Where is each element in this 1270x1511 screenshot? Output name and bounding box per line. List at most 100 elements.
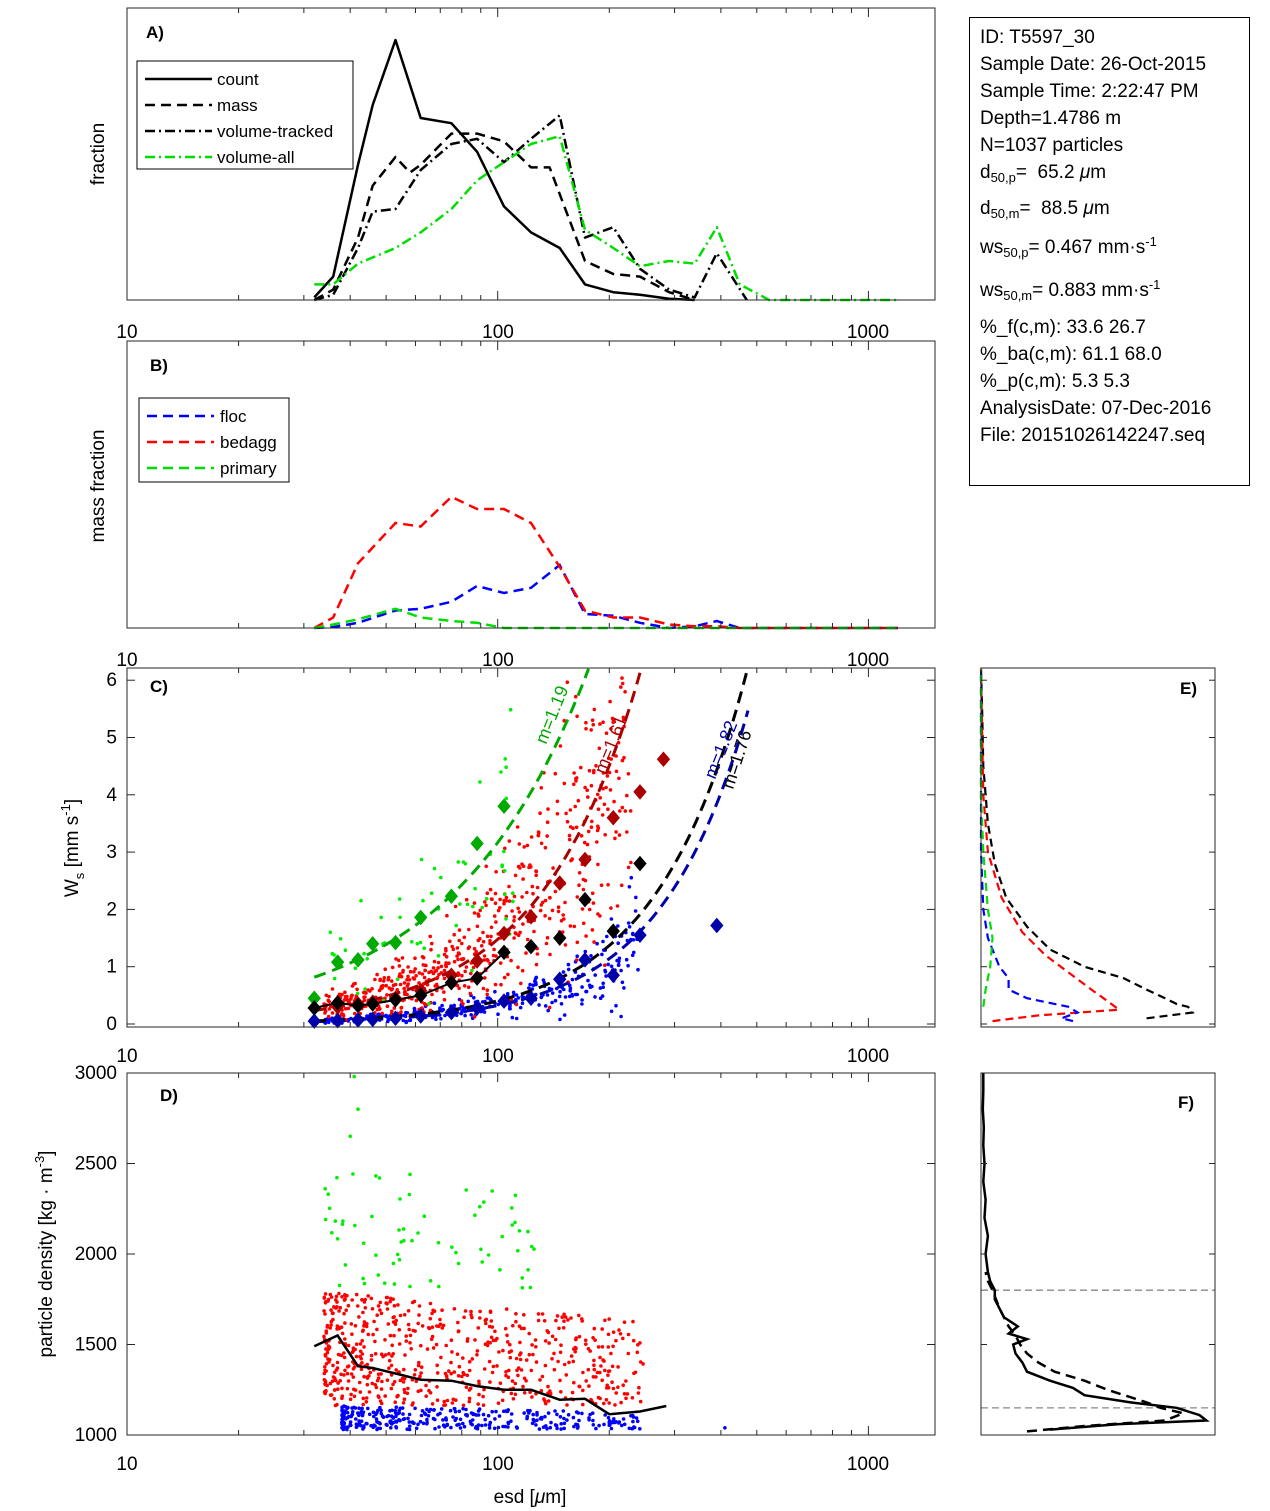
median-marker-floc bbox=[553, 971, 567, 988]
bedagg-point bbox=[450, 944, 455, 949]
bedagg-point bbox=[469, 971, 473, 976]
floc-point bbox=[375, 1420, 379, 1424]
bedagg-point bbox=[532, 929, 536, 934]
floc-point bbox=[449, 1425, 453, 1430]
bedagg-point bbox=[327, 1357, 332, 1362]
bedagg-point bbox=[373, 1339, 377, 1344]
bedagg-point bbox=[625, 793, 629, 798]
floc-point bbox=[466, 999, 471, 1004]
bedagg-point bbox=[483, 900, 487, 904]
floc-point bbox=[372, 1423, 376, 1427]
bedagg-point bbox=[338, 1379, 343, 1383]
bedagg-point bbox=[493, 982, 498, 987]
bedagg-point bbox=[467, 927, 471, 932]
floc-point bbox=[360, 1406, 364, 1411]
bedagg-point bbox=[572, 771, 576, 775]
bedagg-point bbox=[471, 965, 476, 970]
bedagg-point bbox=[456, 1329, 461, 1334]
bedagg-point bbox=[504, 1307, 509, 1311]
primary-point bbox=[355, 991, 360, 996]
floc-point bbox=[600, 952, 604, 957]
info-d50-m: d50,m= 88.5 μm bbox=[980, 198, 1110, 222]
bedagg-point bbox=[611, 720, 615, 725]
floc-point bbox=[425, 1417, 429, 1422]
bedagg-point bbox=[380, 1011, 385, 1016]
floc-point bbox=[598, 996, 603, 1000]
bedagg-point bbox=[516, 1373, 520, 1378]
primary-point bbox=[328, 930, 333, 935]
primary-point bbox=[513, 1193, 518, 1198]
bedagg-point bbox=[428, 1008, 433, 1013]
bedagg-point bbox=[390, 1354, 394, 1358]
bedagg-point bbox=[472, 911, 477, 915]
bedagg-point bbox=[581, 921, 586, 926]
bedagg-point bbox=[386, 1322, 391, 1326]
bedagg-point bbox=[451, 1397, 456, 1402]
bedagg-point bbox=[481, 939, 486, 944]
floc-point bbox=[490, 1409, 495, 1414]
bedagg-point bbox=[462, 935, 467, 940]
bedagg-point bbox=[336, 1387, 340, 1391]
floc-point bbox=[507, 1006, 512, 1011]
bedagg-point bbox=[518, 1357, 523, 1362]
bedagg-point bbox=[375, 1327, 379, 1332]
bedagg-point bbox=[504, 899, 509, 903]
bedagg-point bbox=[401, 1401, 406, 1405]
floc-point bbox=[571, 1415, 576, 1420]
bedagg-point bbox=[340, 1295, 344, 1299]
bedagg-point bbox=[614, 1338, 618, 1343]
bedagg-point bbox=[353, 981, 357, 986]
bedagg-point bbox=[370, 987, 374, 991]
median-marker-primary bbox=[330, 954, 345, 970]
floc-point bbox=[562, 987, 566, 992]
bedagg-point bbox=[456, 972, 461, 976]
bedagg-point bbox=[362, 1374, 366, 1379]
bedagg-point bbox=[539, 903, 544, 907]
bedagg-point bbox=[638, 1360, 643, 1364]
bedagg-point bbox=[411, 1328, 416, 1333]
bedagg-point bbox=[399, 1005, 404, 1010]
floc-point bbox=[562, 1416, 566, 1421]
info-file: File: 20151026142247.seq bbox=[980, 424, 1206, 446]
bedagg-point bbox=[624, 1396, 628, 1401]
floc-point bbox=[445, 1422, 450, 1427]
primary-point bbox=[502, 849, 506, 854]
panel-a-ylabel: fraction bbox=[88, 123, 109, 185]
bedagg-point bbox=[412, 1299, 417, 1304]
bedagg-point bbox=[396, 1393, 400, 1398]
bedagg-point bbox=[393, 1321, 398, 1325]
bedagg-point bbox=[422, 1001, 427, 1006]
bedagg-point bbox=[403, 1390, 407, 1395]
bedagg-point bbox=[472, 946, 477, 951]
median-marker-floc bbox=[330, 1012, 345, 1029]
panel-b-ylabel: mass fraction bbox=[88, 430, 109, 543]
floc-point bbox=[593, 995, 597, 999]
bedagg-point bbox=[600, 1378, 604, 1383]
bedagg-point bbox=[614, 1391, 618, 1395]
bedagg-point bbox=[388, 1333, 393, 1338]
bedagg-point bbox=[477, 1392, 481, 1397]
bedagg-point bbox=[507, 1368, 511, 1373]
info-id: ID: T5597_30 bbox=[980, 27, 1095, 48]
bedagg-point bbox=[442, 997, 447, 1002]
floc-point bbox=[580, 1002, 584, 1006]
bedagg-point bbox=[343, 1294, 348, 1298]
panel-d-ytick-label: 2000 bbox=[75, 1244, 117, 1265]
floc-point bbox=[561, 970, 566, 974]
bedagg-point bbox=[515, 825, 520, 829]
primary-point bbox=[511, 899, 515, 904]
bedagg-point bbox=[525, 890, 529, 895]
sample-info-box: ID: T5597_30 Sample Date: 26-Oct-2015 Sa… bbox=[969, 17, 1250, 486]
panel-b-frame bbox=[126, 340, 936, 629]
bedagg-point bbox=[357, 1315, 361, 1319]
bedagg-point bbox=[618, 809, 622, 813]
bedagg-point bbox=[493, 891, 498, 896]
bedagg-point bbox=[584, 720, 588, 725]
floc-point bbox=[590, 984, 594, 989]
floc-point bbox=[493, 989, 497, 994]
bedagg-point bbox=[489, 1335, 494, 1340]
bedagg-point bbox=[599, 1364, 603, 1368]
median-marker-floc bbox=[633, 927, 647, 943]
floc-point bbox=[496, 1012, 500, 1016]
floc-point bbox=[619, 968, 623, 973]
